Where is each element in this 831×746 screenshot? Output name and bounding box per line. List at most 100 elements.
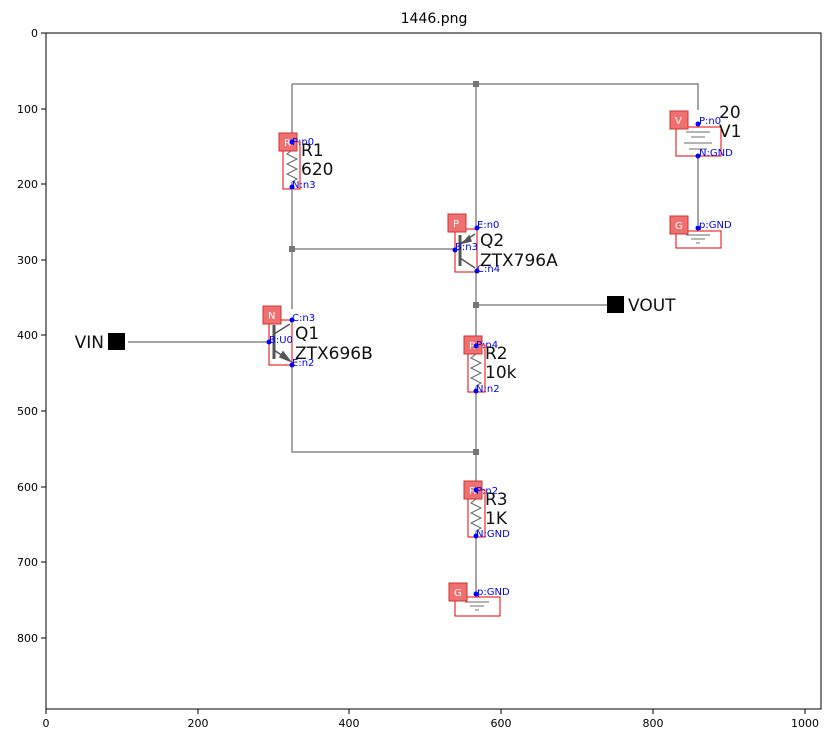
y-tick-label: 600 [17,481,38,494]
r1-tag-letter: R [284,138,291,149]
y-tick-label: 0 [31,27,38,40]
pin-dot [473,533,479,539]
junction-dot [473,449,479,455]
ground-g2[interactable]: G p:GND [448,582,510,617]
battery-icon [684,131,712,150]
source-v1[interactable]: V P:n0 N:GND 20 V1 [669,103,741,159]
y-tick-label: 500 [17,405,38,418]
resistor-zigzag-icon [469,348,483,391]
r1-tag [278,132,298,152]
y-tick-label: 400 [17,329,38,342]
r1-name: R1 [301,141,324,161]
r2-value: 10k [485,363,517,383]
r2-name: R2 [485,344,508,364]
r1-value: 620 [301,160,333,180]
resistor-r2[interactable]: R P:n4 N:n2 R2 10k [463,335,517,395]
y-tick-label: 200 [17,178,38,191]
y-tick-label: 800 [17,632,38,645]
pin-dot [473,487,479,493]
y-tick-label: 100 [17,103,38,116]
q1-pin-c: C:n3 [292,313,315,324]
r3-tag-letter: R [469,486,476,497]
pin-dot [473,343,479,349]
pin-dot [695,225,701,231]
pin-dot [695,153,701,159]
resistor-r1[interactable]: R P:n0 N:n3 R1 620 [278,132,333,191]
pin-dot [695,121,701,127]
npn-transistor-icon [272,323,293,363]
q1-pin-b: B:U0 [269,335,293,346]
y-tick-label: 700 [17,556,38,569]
pin-dot [289,184,295,190]
vin-terminal-icon[interactable] [108,333,125,350]
pin-dot [473,388,479,394]
junction-dot [473,81,479,87]
wire-top-rail [292,83,699,110]
q1-name: Q1 [295,324,319,344]
pin-dot [452,247,458,253]
r3-value: 1K [485,509,508,529]
junction-dot [473,302,479,308]
v1-pin-bottom: N:GND [699,148,733,159]
figure-title: 1446.png [401,11,468,27]
transistor-q2[interactable]: P E:n0 B:n3 C:n4 Q2 ZTX796A [447,213,558,275]
pin-dot [289,362,295,368]
vout-terminal-icon[interactable] [607,296,624,313]
plot-frame [45,32,822,710]
q2-pin-e: E:n0 [477,220,499,231]
v1-value: 20 [719,103,741,123]
x-tick-label: 200 [188,717,209,730]
ground-icon [686,234,710,244]
pnp-transistor-icon [458,233,476,269]
g2-pin: p:GND [477,587,510,598]
r1-pin-top: P:n0 [292,137,314,148]
wire-q1-emitter-n2 [291,362,476,453]
pin-dot [474,268,480,274]
r2-pin-bottom: N:n2 [476,384,500,395]
g2-outline [454,596,501,617]
q2-pin-c: C:n4 [477,264,500,275]
ground-g1[interactable]: G p:GND [669,215,732,249]
g2-tag [448,582,468,602]
r3-pin-top: P:n2 [476,486,498,497]
y-tick-label: 300 [17,254,38,267]
q2-value: ZTX796A [480,251,558,271]
junctions [289,81,479,455]
x-tick-label: 0 [43,717,50,730]
pin-dot [289,139,295,145]
r1-pin-bottom: N:n3 [292,180,316,191]
vin-port[interactable]: VIN [75,333,125,353]
resistor-r3[interactable]: R P:n2 N:GND R3 1K [463,480,510,540]
transistor-q1[interactable]: N C:n3 B:U0 E:n2 Q1 ZTX696B [262,305,373,369]
junction-dot [289,246,295,252]
r3-pin-bottom: N:GND [476,529,510,540]
q2-name: Q2 [480,231,504,251]
v1-name: V1 [719,122,741,142]
q1-pin-e: E:n2 [292,358,314,369]
resistor-zigzag-icon [285,145,299,188]
g2-tag-letter: G [454,588,462,599]
vout-label: VOUT [628,296,676,316]
x-tick-label: 800 [643,717,664,730]
q2-pin-b: B:n3 [455,242,478,253]
x-axis: 0 200 400 600 800 1000 [43,709,819,730]
q1-value: ZTX696B [295,344,373,364]
g1-outline [675,230,722,249]
r2-tag-letter: R [469,341,476,352]
x-tick-label: 600 [491,717,512,730]
v1-pin-top: P:n0 [699,116,721,127]
g1-pin: p:GND [699,220,732,231]
pin-dot [473,591,479,597]
vout-port[interactable]: VOUT [607,296,676,316]
q2-tag-letter: P [453,219,459,230]
v1-tag [669,110,689,130]
vin-label: VIN [75,333,104,353]
v1-tag-letter: V [675,116,682,127]
r2-tag [463,335,483,355]
q1-tag [262,305,282,325]
q1-tag-letter: N [268,311,275,322]
r3-name: R3 [485,490,508,510]
y-axis: 0 100 200 300 400 500 600 700 800 [17,27,46,645]
g1-tag [669,215,689,235]
